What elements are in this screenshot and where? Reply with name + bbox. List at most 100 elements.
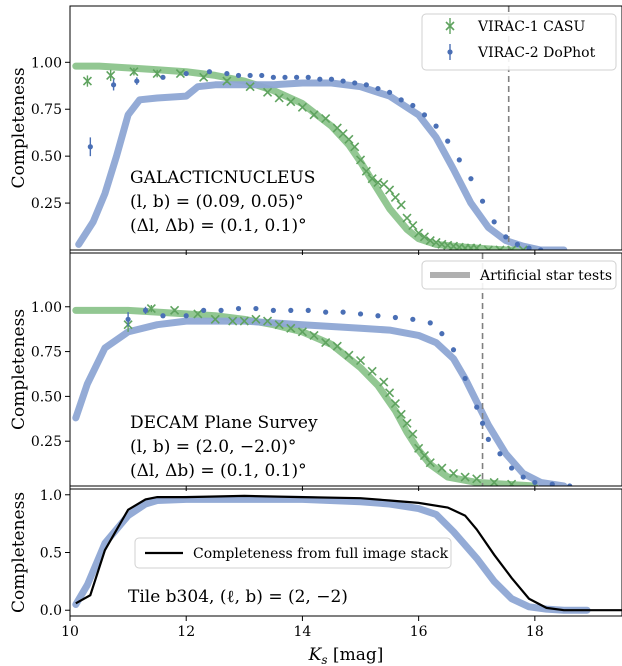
casu-point	[355, 155, 366, 165]
dophot-point	[357, 311, 364, 317]
dophot-point	[538, 247, 544, 250]
x-marker-stroke	[522, 245, 528, 250]
legend-dophot-label: VIRAC-2 DoPhot	[477, 45, 596, 61]
casu-point	[297, 102, 307, 112]
dophot-point	[352, 80, 358, 86]
dophot-point	[305, 307, 311, 313]
x-marker-stroke	[274, 320, 284, 330]
casu-point	[222, 76, 232, 86]
dophot-point	[479, 420, 486, 426]
x-marker-stroke	[518, 245, 525, 250]
x-marker-stroke	[402, 213, 412, 223]
casu-point	[321, 114, 331, 124]
dophot-point	[340, 309, 346, 315]
y-tick-label: 0.50	[31, 149, 62, 165]
dophot-point	[503, 234, 509, 240]
x-marker-stroke	[210, 314, 220, 324]
casu-point	[332, 341, 342, 351]
x-marker-stroke	[321, 338, 331, 348]
dophot-point	[509, 465, 515, 471]
casu-point	[425, 458, 435, 468]
casu-point	[367, 366, 377, 376]
dophot-point	[206, 69, 213, 75]
dophot-point	[142, 307, 149, 313]
x-marker-stroke	[390, 398, 400, 409]
x-axis-label: Ks [mag]	[308, 645, 384, 666]
casu-point	[129, 67, 139, 77]
dophot-point	[253, 305, 259, 312]
dophot-point	[110, 82, 117, 88]
y-axis-label: Completeness	[9, 67, 29, 188]
casu-point	[419, 232, 430, 242]
casu-point	[152, 69, 162, 79]
dophot-point	[479, 198, 486, 204]
casu-point	[344, 350, 354, 360]
dophot-point	[497, 451, 503, 457]
dophot-point	[485, 436, 491, 442]
y-tick-label: 1.00	[31, 300, 62, 316]
x-marker-stroke	[408, 429, 418, 439]
x-marker-stroke	[175, 69, 185, 79]
dophot-point	[520, 474, 526, 480]
casu-point	[472, 243, 482, 250]
dophot-point	[270, 307, 276, 313]
x-marker-stroke	[146, 303, 156, 314]
x-marker-stroke	[385, 388, 395, 398]
ast-curve-green	[72, 306, 539, 486]
y-axis-label: Completeness	[9, 309, 29, 430]
annotation-line: DECAM Plane Survey	[130, 413, 318, 433]
ast-curve-blue	[75, 79, 568, 250]
dophot-point	[549, 481, 555, 486]
x-marker-stroke	[437, 463, 447, 473]
dophot-point	[218, 307, 224, 313]
dophot-point	[375, 85, 381, 92]
x-axis-label-unit: [mag]	[328, 645, 384, 665]
dophot-point	[288, 307, 294, 313]
dophot-point	[398, 97, 404, 103]
casu-point	[390, 192, 400, 203]
x-marker-stroke	[355, 155, 366, 165]
casu-point	[373, 177, 383, 187]
x-marker-stroke	[390, 192, 400, 203]
y-tick-label: 0.75	[31, 345, 62, 361]
annotation-line: GALACTICNUCLEUS	[130, 168, 315, 188]
x-marker-stroke	[373, 177, 383, 187]
x-axis-label-sub: s	[321, 653, 327, 666]
x-marker-stroke	[274, 93, 284, 103]
casu-point	[262, 316, 273, 326]
x-marker-stroke	[350, 142, 360, 152]
ast-curve-blue	[72, 495, 591, 614]
x-marker-stroke	[425, 458, 435, 468]
dophot-point	[375, 313, 381, 319]
dophot-point	[282, 74, 288, 80]
x-marker-stroke	[508, 479, 517, 486]
casu-point	[385, 388, 395, 398]
legend: Completeness from full image stack	[134, 537, 452, 569]
casu-point	[385, 185, 395, 195]
dophot-point	[183, 70, 189, 77]
casu-point	[361, 166, 371, 176]
x-marker-stroke	[355, 355, 366, 366]
casu-point	[402, 418, 412, 428]
casu-point	[321, 338, 331, 348]
dophot-point	[439, 331, 445, 337]
y-tick-label: 0.0	[40, 603, 62, 619]
casu-point	[175, 69, 185, 79]
legend-ast-label: Artificial star tests	[479, 268, 612, 284]
y-axis-label: Completeness	[9, 492, 29, 613]
x-marker-stroke	[286, 97, 296, 107]
x-marker-stroke	[402, 418, 412, 428]
x-marker-stroke	[332, 123, 342, 133]
casu-point	[170, 305, 180, 315]
dophot-point	[247, 72, 253, 79]
x-marker-stroke	[251, 314, 261, 324]
casu-point	[309, 110, 319, 120]
x-marker-stroke	[193, 309, 203, 319]
x-marker-stroke	[344, 350, 354, 360]
x-marker-stroke	[309, 330, 319, 341]
casu-point	[390, 398, 400, 409]
x-marker-stroke	[239, 316, 249, 326]
casu-point	[518, 245, 528, 250]
x-tick-label: 14	[294, 624, 312, 640]
